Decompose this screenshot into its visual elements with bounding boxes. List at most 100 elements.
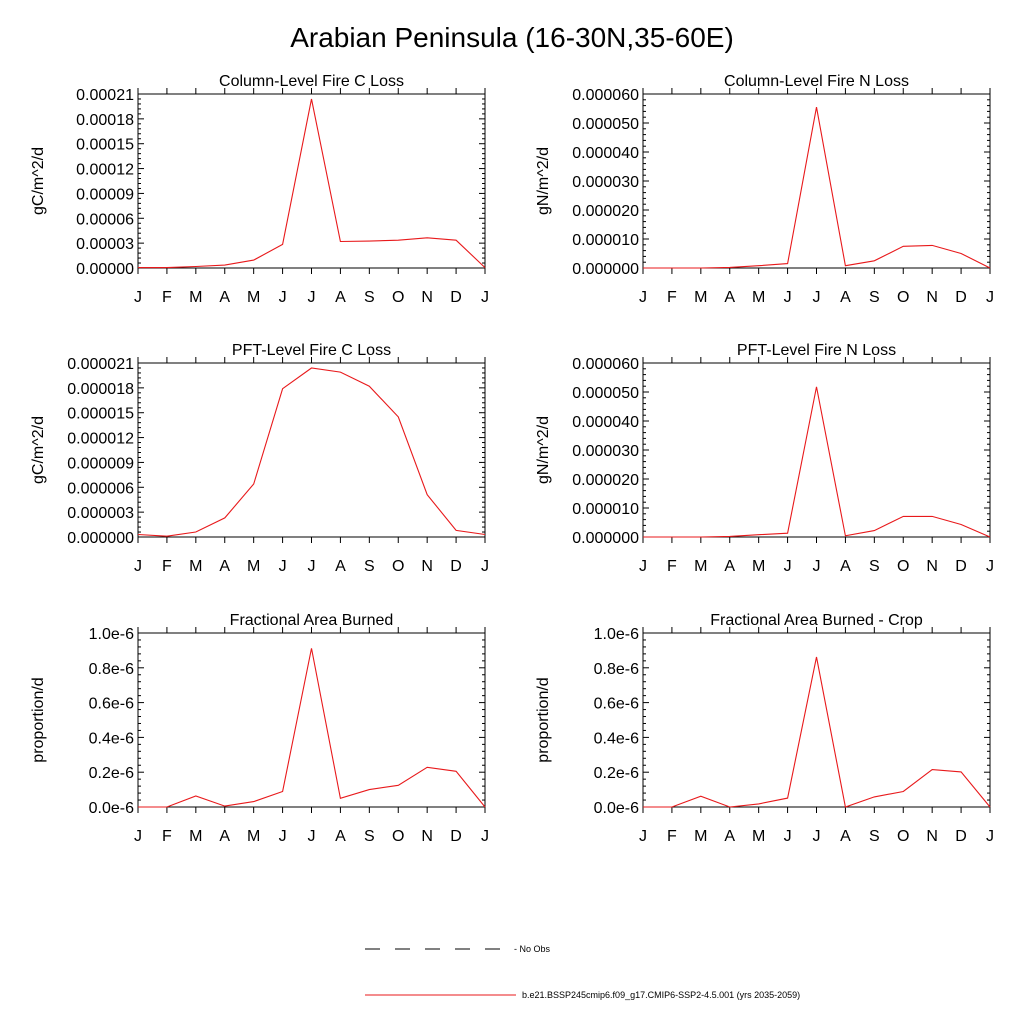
y-tick-label: 0.000010 <box>572 501 639 518</box>
x-tick-label: F <box>162 558 172 575</box>
y-tick-label: 0.00015 <box>76 137 134 154</box>
x-tick-label: O <box>897 558 909 575</box>
y-tick-label: 0.000012 <box>67 431 134 448</box>
y-tick-label: 0.00018 <box>76 112 134 129</box>
y-tick-label: 0.000060 <box>572 87 639 104</box>
x-tick-label: J <box>134 558 142 575</box>
x-tick-label: N <box>926 289 938 306</box>
plot-frame-0 <box>137 93 486 269</box>
y-axis-label-2: gC/m^2/d <box>30 416 47 484</box>
x-tick-label: D <box>450 828 462 845</box>
plot-frame-1 <box>642 93 991 269</box>
x-tick-label: M <box>694 289 707 306</box>
x-tick-label: J <box>813 289 821 306</box>
y-tick-label: 0.2e-6 <box>594 765 639 782</box>
series-line-0-0 <box>138 98 486 269</box>
y-tick-label: 0.000021 <box>67 356 134 373</box>
x-tick-label: O <box>392 828 404 845</box>
series-line-1-0 <box>643 107 991 269</box>
legend-label-no-obs: - No Obs <box>514 944 551 954</box>
y-axis-label-5: proportion/d <box>535 677 552 762</box>
y-tick-label: 0.000020 <box>572 472 639 489</box>
x-tick-label: S <box>364 289 375 306</box>
x-tick-label: S <box>869 558 880 575</box>
x-tick-label: A <box>219 828 230 845</box>
x-tick-label: M <box>247 558 260 575</box>
x-tick-label: F <box>667 828 677 845</box>
x-tick-label: J <box>481 558 489 575</box>
x-tick-label: A <box>724 558 735 575</box>
x-tick-label: J <box>308 289 316 306</box>
y-tick-label: 0.000030 <box>572 174 639 191</box>
x-tick-label: S <box>364 558 375 575</box>
x-tick-label: N <box>926 558 938 575</box>
x-tick-label: A <box>840 289 851 306</box>
y-axis-label-0: gC/m^2/d <box>30 147 47 215</box>
x-tick-label: A <box>219 289 230 306</box>
x-tick-label: A <box>840 828 851 845</box>
y-tick-label: 0.000006 <box>67 480 134 497</box>
y-tick-label: 0.000050 <box>572 385 639 402</box>
x-tick-label: J <box>986 828 994 845</box>
x-tick-label: J <box>986 558 994 575</box>
y-tick-label: 0.00000 <box>76 261 134 278</box>
y-tick-label: 0.00003 <box>76 236 134 253</box>
x-tick-label: J <box>784 558 792 575</box>
series-line-4-0 <box>138 648 486 808</box>
x-tick-label: J <box>308 558 316 575</box>
x-tick-label: J <box>813 828 821 845</box>
x-tick-label: A <box>335 828 346 845</box>
x-tick-label: O <box>392 558 404 575</box>
y-axis-label-1: gN/m^2/d <box>535 147 552 215</box>
panel-title-3: PFT-Level Fire N Loss <box>737 342 896 359</box>
page-title: Arabian Peninsula (16-30N,35-60E) <box>290 22 734 53</box>
series-line-3-0 <box>643 386 991 538</box>
x-tick-label: M <box>189 828 202 845</box>
y-tick-label: 0.00006 <box>76 211 134 228</box>
x-tick-label: M <box>694 558 707 575</box>
x-tick-label: M <box>752 828 765 845</box>
x-tick-label: S <box>869 289 880 306</box>
panel-title-4: Fractional Area Burned <box>230 612 394 629</box>
x-tick-label: M <box>189 289 202 306</box>
x-tick-label: N <box>421 289 433 306</box>
x-tick-label: M <box>752 289 765 306</box>
panel-title-2: PFT-Level Fire C Loss <box>232 342 391 359</box>
x-tick-label: F <box>162 289 172 306</box>
plot-frame-2 <box>137 362 486 538</box>
y-tick-label: 0.000000 <box>572 261 639 278</box>
x-tick-label: J <box>986 289 994 306</box>
x-tick-label: N <box>926 828 938 845</box>
y-tick-label: 0.8e-6 <box>594 661 639 678</box>
y-tick-label: 0.0e-6 <box>594 800 639 817</box>
x-tick-label: S <box>364 828 375 845</box>
x-tick-label: J <box>308 828 316 845</box>
legend-label-model: b.e21.BSSP245cmip6.f09_g17.CMIP6-SSP2-4.… <box>522 990 801 1000</box>
y-tick-label: 0.00021 <box>76 87 134 104</box>
x-tick-label: J <box>481 289 489 306</box>
x-tick-label: M <box>694 828 707 845</box>
x-tick-label: M <box>752 558 765 575</box>
x-tick-label: F <box>162 828 172 845</box>
x-tick-label: J <box>481 828 489 845</box>
x-tick-label: S <box>869 828 880 845</box>
y-tick-label: 0.000030 <box>572 443 639 460</box>
x-tick-label: O <box>897 828 909 845</box>
panel-title-0: Column-Level Fire C Loss <box>219 73 404 90</box>
x-tick-label: J <box>639 289 647 306</box>
x-tick-label: D <box>450 289 462 306</box>
plot-frame-4 <box>137 632 486 808</box>
x-tick-label: O <box>897 289 909 306</box>
x-tick-label: J <box>639 558 647 575</box>
x-tick-label: M <box>247 289 260 306</box>
x-tick-label: A <box>335 558 346 575</box>
x-tick-label: A <box>219 558 230 575</box>
x-tick-label: J <box>134 289 142 306</box>
x-tick-label: J <box>639 828 647 845</box>
y-tick-label: 0.000060 <box>572 356 639 373</box>
x-tick-label: O <box>392 289 404 306</box>
x-tick-label: A <box>335 289 346 306</box>
x-tick-label: D <box>955 828 967 845</box>
x-tick-label: J <box>813 558 821 575</box>
series-line-5-0 <box>643 656 991 808</box>
